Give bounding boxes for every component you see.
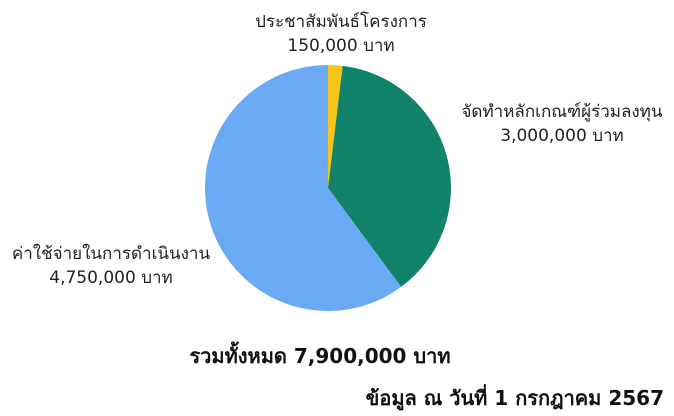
slice-label-fund: จัดทำหลักเกณฑ์ผู้ร่วมลงทุน 3,000,000 บาท: [452, 100, 672, 148]
slice-pr: [328, 65, 343, 188]
pie-slices: [204, 65, 451, 312]
source-note: ข้อมูล ณ วันที่ 1 กรกฎาคม 2567: [365, 386, 664, 410]
slice-value-pr: 150,000 บาท: [287, 36, 395, 56]
slice-label-ops: ค่าใช้จ่ายในการดำเนินงาน 4,750,000 บาท: [0, 242, 222, 290]
slice-label-pr: ประชาสัมพันธ์โครงการ 150,000 บาท: [236, 10, 446, 58]
total-label: รวมทั้งหมด 7,900,000 บาท: [189, 344, 451, 368]
slice-fund: [328, 65, 451, 287]
slice-category-ops: ค่าใช้จ่ายในการดำเนินงาน: [11, 244, 211, 264]
slice-category-fund: จัดทำหลักเกณฑ์ผู้ร่วมลงทุน: [461, 102, 663, 122]
slice-value-fund: 3,000,000 บาท: [500, 126, 624, 146]
slice-ops: [204, 65, 402, 312]
slice-category-pr: ประชาสัมพันธ์โครงการ: [255, 12, 427, 32]
slice-value-ops: 4,750,000 บาท: [49, 268, 173, 288]
